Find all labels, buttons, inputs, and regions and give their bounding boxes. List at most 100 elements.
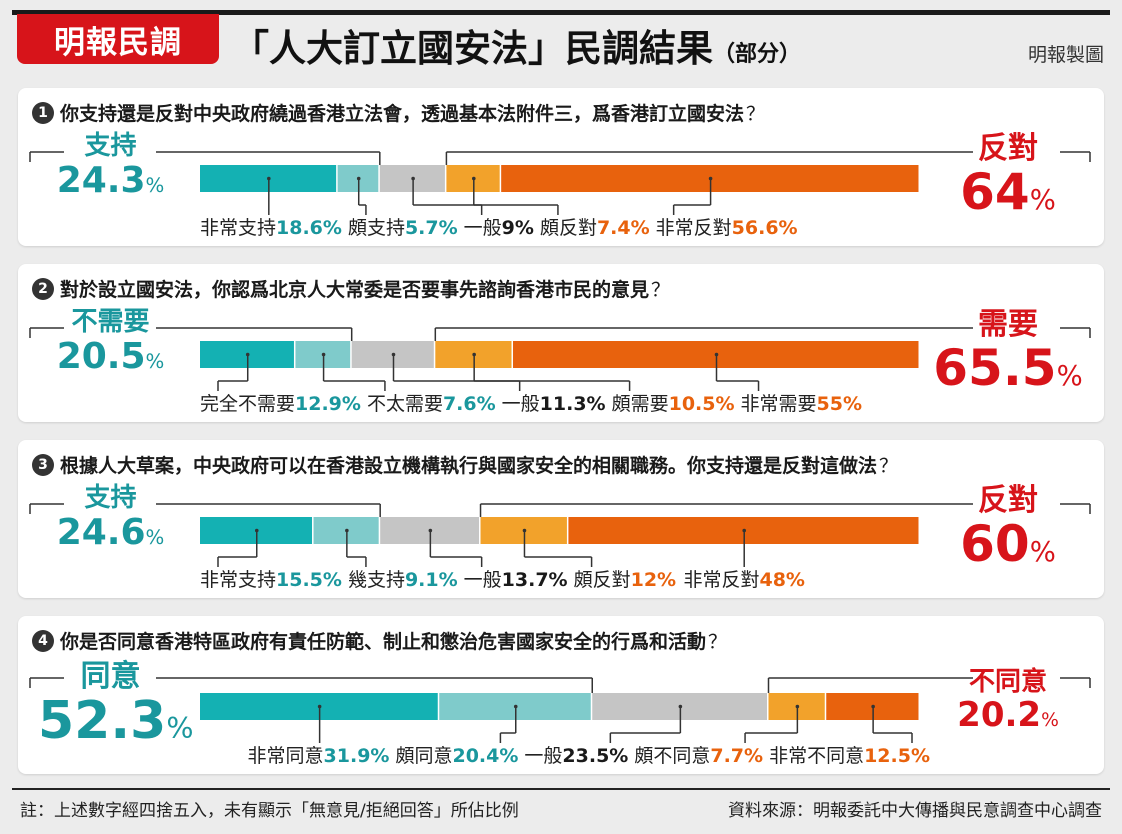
right-summary-unit: % — [1056, 360, 1083, 392]
title-main: 「人大訂立國安法」民調結果 — [232, 26, 713, 70]
segment-category: 頗反對 — [539, 217, 597, 239]
segment-value: 12.9% — [295, 393, 361, 415]
segment-category: 頗不同意 — [634, 745, 711, 767]
question-mark: ？ — [651, 279, 671, 301]
right-summary-number: 20.2 — [957, 694, 1042, 735]
left-summary-number: 52.3 — [38, 691, 167, 751]
question-mark: ？ — [879, 455, 899, 477]
segment-label-3: 一般11.3% — [502, 389, 606, 416]
left-summary: 支持 24.6% — [38, 484, 183, 552]
leader-dot — [356, 176, 361, 181]
right-summary-value: 64% — [923, 165, 1093, 220]
question-mark: ？ — [746, 103, 766, 125]
segment-label-4: 頗不同意7.7% — [634, 741, 763, 768]
stacked-bar-chart — [29, 677, 1091, 743]
segment-value: 9% — [501, 217, 534, 239]
segment-category: 非常支持 — [200, 569, 277, 591]
question-label: 對於設立國安法，你認爲北京人大常委是否要事先諮詢香港市民的意見 — [60, 279, 650, 301]
right-summary-number: 65.5 — [933, 339, 1057, 397]
footnote: 註：上述數字經四捨五入，未有顯示「無意見/拒絕回答」所佔比例 — [20, 801, 519, 821]
segment-label-4: 頗反對7.4% — [540, 213, 650, 240]
segment-category: 頗同意 — [395, 745, 453, 767]
segment-value: 18.6% — [276, 217, 342, 239]
segment-category: 非常反對 — [655, 217, 732, 239]
right-summary-label: 反對 — [978, 131, 1038, 166]
right-summary: 不同意 20.2% — [923, 668, 1093, 734]
footer-rule — [12, 788, 1110, 790]
segment-category: 一般 — [463, 569, 502, 591]
segment-label-5: 非常需要55% — [741, 389, 863, 416]
leader-dot — [411, 176, 415, 181]
segment-label-3: 一般13.7% — [464, 565, 568, 592]
segment-value: 15.5% — [276, 569, 342, 591]
segment-label-5: 非常反對48% — [683, 565, 805, 592]
left-summary-unit: % — [145, 349, 165, 373]
brand-badge: 明報民調 — [17, 14, 219, 64]
segment-category: 不太需要 — [366, 393, 443, 415]
left-summary-value: 24.6% — [38, 512, 183, 553]
stacked-bar-chart — [29, 327, 1091, 391]
segment-label-2: 頗支持5.7% — [348, 213, 458, 240]
left-summary: 不需要 20.5% — [38, 308, 183, 376]
right-summary-number: 64 — [960, 163, 1030, 221]
question-label: 你是否同意香港特區政府有責任防範、制止和懲治危害國家安全的行爲和活動 — [60, 631, 707, 653]
segment-label-2: 幾支持9.1% — [348, 565, 458, 592]
right-summary-value: 20.2% — [923, 694, 1093, 735]
segment-value: 10.5% — [668, 393, 735, 415]
question-text: 2 對於設立國安法，你認爲北京人大常委是否要事先諮詢香港市民的意見？ — [32, 275, 670, 302]
left-summary: 同意 52.3% — [38, 659, 193, 751]
right-summary-label: 不同意 — [968, 667, 1047, 697]
right-summary-value: 65.5% — [923, 341, 1093, 396]
left-summary: 支持 24.3% — [38, 132, 183, 200]
segment-category: 一般 — [501, 393, 540, 415]
left-summary-number: 24.3 — [56, 159, 146, 201]
left-summary-label: 支持 — [84, 483, 137, 513]
question-text: 4 你是否同意香港特區政府有責任防範、制止和懲治危害國家安全的行爲和活動？ — [32, 627, 727, 654]
right-summary-unit: % — [1029, 536, 1056, 568]
segment-value: 13.7% — [501, 569, 568, 591]
question-text: 1 你支持還是反對中央政府繞過香港立法會，透過基本法附件三，爲香港訂立國安法？ — [32, 99, 765, 126]
right-summary-value: 60% — [923, 517, 1093, 572]
segment-value: 5.7% — [404, 217, 458, 239]
question-mark: ？ — [708, 631, 728, 653]
segment-label-1: 非常支持18.6% — [200, 213, 342, 240]
question-text: 3 根據人大草案，中央政府可以在香港設立機構執行與國家安全的相關職務。你支持還是反… — [32, 451, 898, 478]
segment-category: 頗需要 — [611, 393, 669, 415]
credit-maker: 明報製圖 — [1027, 44, 1104, 66]
right-summary-unit: % — [1041, 709, 1059, 731]
left-summary-label: 同意 — [80, 659, 141, 694]
question-panel-1: 1 你支持還是反對中央政府繞過香港立法會，透過基本法附件三，爲香港訂立國安法？ 非常… — [18, 88, 1104, 246]
question-panel-2: 2 對於設立國安法，你認爲北京人大常委是否要事先諮詢香港市民的意見？ 完全不需要12… — [18, 264, 1104, 422]
leader-dot — [471, 176, 476, 181]
question-number-badge: 4 — [32, 629, 54, 652]
leader-dot — [267, 176, 271, 181]
segment-label-4: 頗需要10.5% — [612, 389, 735, 416]
segment-label-3: 一般9% — [464, 213, 534, 240]
segment-label-4: 頗反對12% — [574, 565, 677, 592]
segment-value: 23.5% — [562, 745, 629, 767]
segment-category: 非常支持 — [200, 217, 277, 239]
left-summary-value: 24.3% — [38, 159, 183, 201]
segment-value: 11.3% — [539, 393, 606, 415]
segment-value: 31.9% — [323, 745, 390, 767]
left-summary-label: 支持 — [84, 131, 137, 161]
right-summary-label: 需要 — [978, 307, 1038, 342]
segment-value: 9.1% — [404, 569, 458, 591]
left-summary-number: 20.5 — [56, 335, 146, 377]
left-summary-unit: % — [145, 173, 165, 197]
segment-category: 幾支持 — [347, 569, 405, 591]
segment-category: 非常同意 — [247, 745, 324, 767]
right-summary-number: 60 — [960, 515, 1030, 573]
left-summary-value: 52.3% — [38, 691, 193, 751]
stacked-bar-chart — [29, 503, 1091, 567]
segment-category: 頗反對 — [573, 569, 631, 591]
right-summary-unit: % — [1029, 184, 1056, 216]
segment-category: 完全不需要 — [200, 393, 296, 415]
segment-value: 12.5% — [864, 745, 930, 767]
segment-category: 非常反對 — [683, 569, 760, 591]
segment-category: 一般 — [463, 217, 502, 239]
question-number-badge: 3 — [32, 453, 54, 476]
segment-label-1: 非常同意31.9% — [248, 741, 390, 768]
right-summary: 需要 65.5% — [923, 308, 1093, 396]
question-number-badge: 1 — [32, 101, 54, 124]
